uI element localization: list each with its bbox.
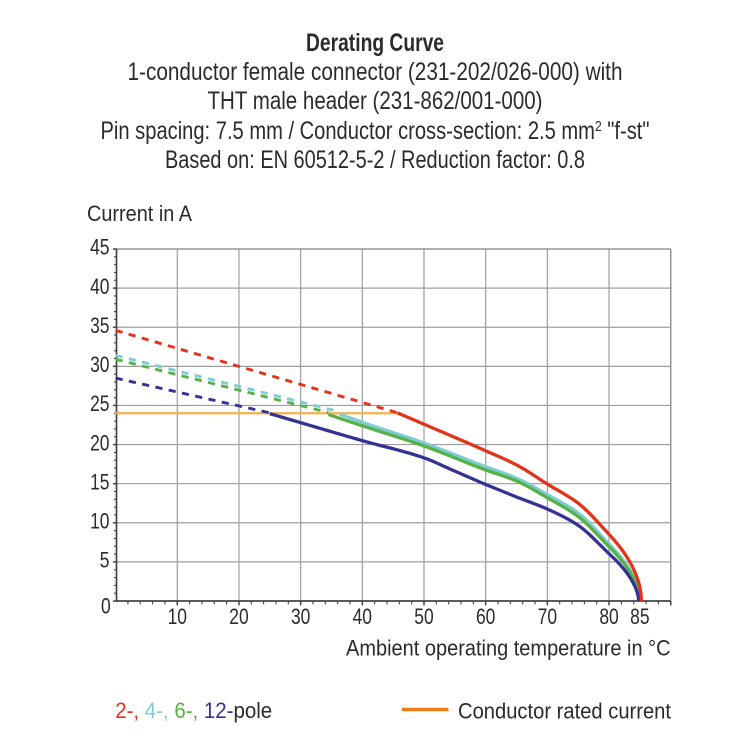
svg-text:60: 60 — [476, 604, 495, 629]
svg-text:10: 10 — [90, 508, 109, 533]
svg-text:2-, 4-, 6-, 12-pole: 2-, 4-, 6-, 12-pole — [115, 698, 272, 723]
svg-text:Pin spacing: 7.5 mm / Conducto: Pin spacing: 7.5 mm / Conductor cross-se… — [101, 117, 650, 145]
svg-text:50: 50 — [414, 604, 433, 629]
svg-text:40: 40 — [353, 604, 372, 629]
svg-text:40: 40 — [90, 274, 109, 299]
svg-text:30: 30 — [90, 352, 109, 377]
svg-text:20: 20 — [90, 430, 109, 455]
svg-text:Derating Curve: Derating Curve — [306, 29, 444, 57]
svg-text:35: 35 — [90, 313, 109, 338]
svg-text:20: 20 — [229, 604, 248, 629]
svg-text:85: 85 — [630, 604, 649, 629]
svg-text:0: 0 — [101, 593, 111, 618]
svg-text:Ambient operating temperature: Ambient operating temperature in °C — [346, 635, 671, 660]
svg-text:THT male header (231-862/001-0: THT male header (231-862/001-000) — [208, 87, 543, 115]
svg-text:80: 80 — [599, 604, 618, 629]
svg-text:5: 5 — [100, 548, 110, 573]
svg-text:1-conductor female connector (: 1-conductor female connector (231-202/02… — [128, 58, 623, 86]
svg-text:Conductor rated current: Conductor rated current — [458, 699, 671, 724]
svg-text:15: 15 — [90, 469, 109, 494]
svg-text:45: 45 — [90, 235, 109, 260]
svg-text:Current in A: Current in A — [87, 201, 192, 226]
svg-text:Based on: EN 60512-5-2 / Reduc: Based on: EN 60512-5-2 / Reduction facto… — [165, 146, 585, 174]
svg-text:25: 25 — [90, 391, 109, 416]
svg-text:30: 30 — [291, 604, 310, 629]
svg-text:70: 70 — [538, 604, 557, 629]
svg-text:10: 10 — [168, 604, 187, 629]
